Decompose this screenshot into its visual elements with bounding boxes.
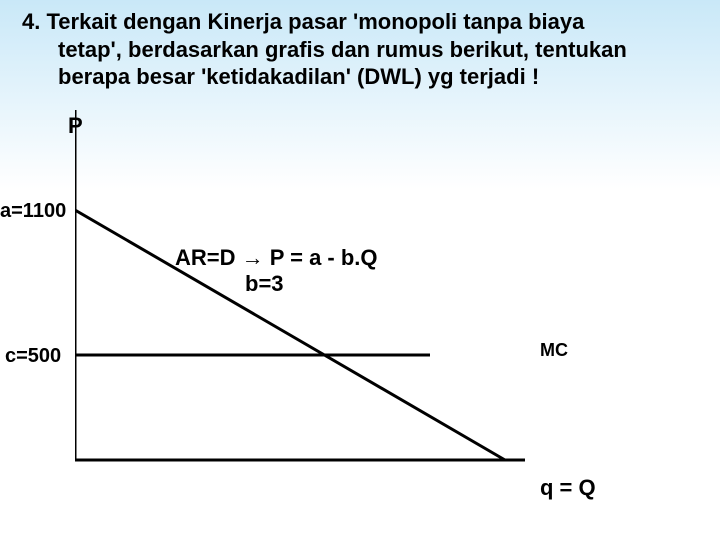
c-value-label: c=500 <box>5 345 61 368</box>
question-line2: tetap', berdasarkan grafis dan rumus ber… <box>58 36 710 64</box>
question-line3: berapa besar 'ketidakadilan' (DWL) yg te… <box>58 63 710 91</box>
question-line1: Terkait dengan Kinerja pasar 'monopoli t… <box>46 9 584 34</box>
question-number: 4. <box>22 9 40 34</box>
economics-chart <box>75 110 575 480</box>
question-text: 4. Terkait dengan Kinerja pasar 'monopol… <box>22 8 710 91</box>
a-value-label: a=1100 <box>0 200 66 223</box>
